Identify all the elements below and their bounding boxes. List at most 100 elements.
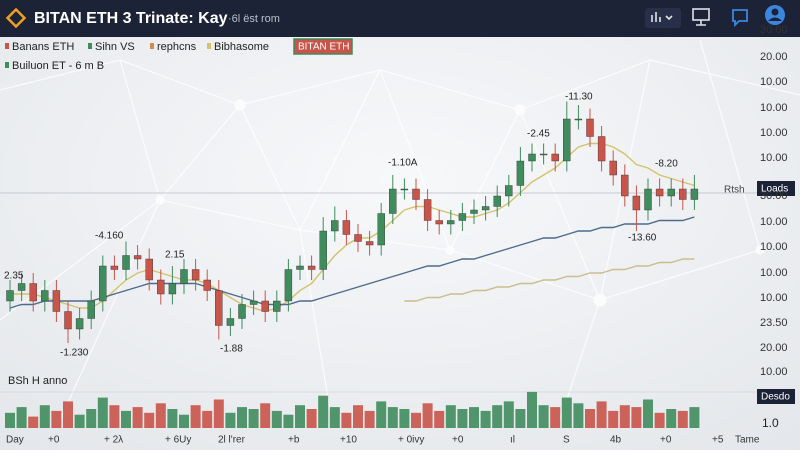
candle-body xyxy=(400,188,409,191)
app-title: BITAN ETH 3 Trinate: Kay xyxy=(34,10,228,27)
volume-bar xyxy=(132,407,143,428)
volume-bar xyxy=(329,407,340,428)
moving-average xyxy=(9,216,695,309)
volume-bar xyxy=(515,409,526,428)
volume-bar xyxy=(469,407,479,428)
volume-bar xyxy=(155,403,166,428)
candle-body xyxy=(655,188,664,197)
candle-body xyxy=(52,290,61,312)
volume-tag-text: Desdo xyxy=(761,392,790,403)
moving-average xyxy=(404,258,695,302)
volume-bar xyxy=(376,401,387,428)
network-pattern xyxy=(0,39,800,421)
candle-body xyxy=(679,188,687,200)
candle-body xyxy=(168,283,177,295)
volume-bar xyxy=(213,399,224,428)
volume-label: BSh H anno xyxy=(8,375,67,387)
legend-badge[interactable] xyxy=(293,38,353,55)
volume-bar xyxy=(689,407,700,428)
candle-body xyxy=(238,304,246,319)
candle-body xyxy=(551,153,559,162)
candle-body xyxy=(226,318,235,326)
candle-body xyxy=(64,311,72,330)
volume-bar xyxy=(237,407,247,428)
monitor-button[interactable] xyxy=(692,8,710,26)
subtitle: ·6l ëst rom xyxy=(228,13,280,25)
candle-body xyxy=(342,220,351,235)
legend-swatch xyxy=(5,62,9,68)
candle-body xyxy=(516,160,525,186)
candle-body xyxy=(586,118,594,137)
volume-bar xyxy=(179,414,189,428)
volume-bar xyxy=(654,412,665,428)
volume-bar xyxy=(74,414,85,428)
volume-bar xyxy=(248,409,259,428)
price-tag xyxy=(757,181,795,196)
legend-item: rephcns xyxy=(157,41,197,53)
candle-body xyxy=(621,174,629,197)
candle-body xyxy=(470,209,478,214)
price-axis-label: 10.00 xyxy=(760,216,788,228)
candle-body xyxy=(145,258,153,281)
volume-bar xyxy=(550,407,561,428)
time-axis-label: ıl xyxy=(510,435,515,446)
volume-bar xyxy=(422,403,433,428)
candle-body xyxy=(284,269,293,302)
volume-bar xyxy=(457,409,468,428)
volume-value: 1.0 xyxy=(762,416,779,430)
volume-bar xyxy=(202,410,213,428)
volume-bar xyxy=(364,410,375,428)
volume-bar xyxy=(260,403,271,428)
time-axis-label: Tame xyxy=(735,435,760,446)
candle-body xyxy=(505,185,513,197)
candle-body xyxy=(447,220,455,225)
time-axis-label: Day xyxy=(6,435,24,446)
time-axis-label: + 6Uy xyxy=(165,435,191,446)
candle-body xyxy=(354,234,362,242)
button-bg[interactable] xyxy=(645,8,681,28)
legend: Banans ETH Sihn VS rephcns Bibhasome BIT… xyxy=(5,38,353,72)
volume-bar xyxy=(527,391,537,428)
legend-line: Builuon ET - 6 m B xyxy=(12,60,104,72)
price-axis-label: 10.00 xyxy=(760,102,788,114)
chat-button[interactable] xyxy=(732,9,748,28)
candle-body xyxy=(667,188,675,197)
candle-body xyxy=(215,290,223,326)
candle-body xyxy=(133,255,142,260)
candle-body xyxy=(99,265,107,302)
volume-bar xyxy=(411,412,421,428)
annotation: 2.35 xyxy=(4,271,24,282)
time-axis-label: + 2λ xyxy=(104,435,123,446)
volume-bar xyxy=(51,410,62,428)
volume-bar xyxy=(492,405,503,428)
annotation: -4.160 xyxy=(95,231,124,242)
candle-body xyxy=(690,188,699,200)
annotation: -8.20 xyxy=(655,159,678,170)
price-axis-label: 10.00 xyxy=(760,292,788,304)
time-axis-label: 4b xyxy=(610,435,622,446)
candle-body xyxy=(563,118,571,162)
legend-item: BITAN ETH xyxy=(298,42,349,53)
volume-bar xyxy=(480,410,491,428)
profile-button[interactable] xyxy=(765,5,785,25)
candle-body xyxy=(481,206,490,211)
candle-body xyxy=(319,230,327,270)
time-axis-label: +10 xyxy=(340,435,357,446)
candle-body xyxy=(423,199,432,221)
candle-body xyxy=(493,195,501,207)
candle-body xyxy=(87,300,95,319)
candle-body xyxy=(6,290,14,302)
price-axis-label: 30.00 xyxy=(760,24,788,36)
candle-body xyxy=(17,283,26,291)
time-axis-label: + 0ivy xyxy=(398,435,424,446)
legend-item: Banans ETH xyxy=(12,41,74,53)
candle-body xyxy=(249,300,258,305)
volume-bar xyxy=(399,409,410,428)
price-axis-label: 10.00 xyxy=(760,76,788,88)
candle-body xyxy=(644,188,652,211)
volume-bar xyxy=(631,407,642,428)
volume-tag xyxy=(757,389,795,404)
chart-type-button[interactable] xyxy=(645,8,681,28)
